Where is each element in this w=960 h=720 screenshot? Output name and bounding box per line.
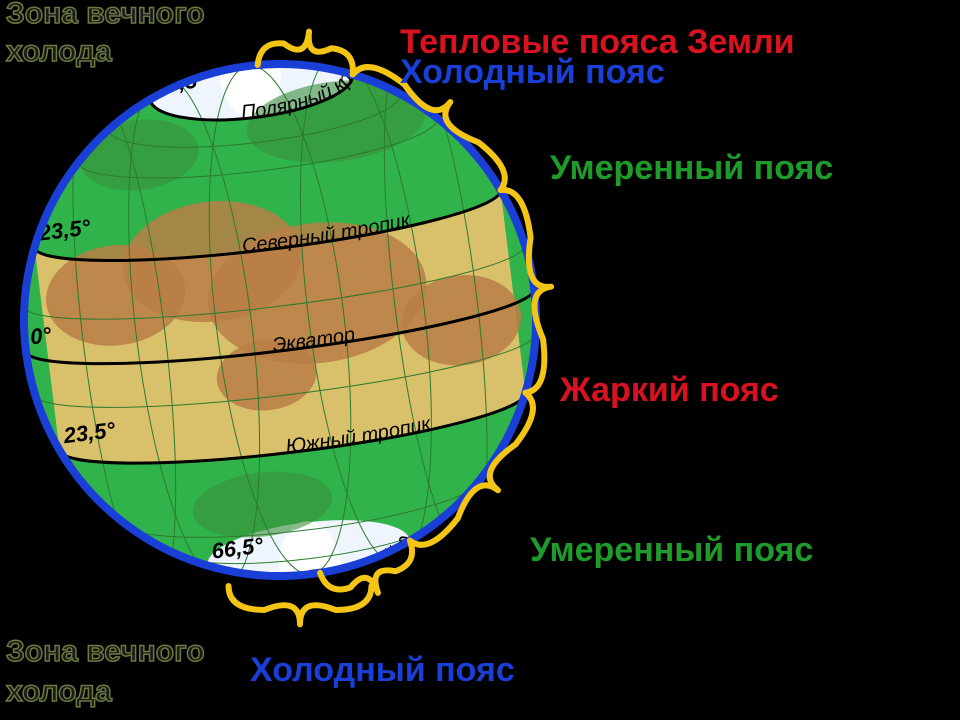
zone-label-temperate-top: Умеренный пояс: [550, 149, 833, 188]
corner-label-top-line2: холода: [6, 35, 112, 69]
globe-svg: 66,5°Полярный круг23,5°Северный тропик0°…: [20, 60, 540, 580]
corner-label-bottom-line1: Зона вечного: [6, 635, 205, 669]
zone-label-hot: Жаркий пояс: [560, 371, 779, 410]
globe: 66,5°Полярный круг23,5°Северный тропик0°…: [20, 60, 540, 580]
zone-label-cold-bottom: Холодный пояс: [250, 651, 515, 690]
zone-label-cold-top: Холодный пояс: [400, 53, 665, 92]
corner-label-bottom-line2: холода: [6, 675, 112, 709]
corner-label-top-line1: Зона вечного: [6, 0, 205, 31]
svg-text:0°: 0°: [29, 322, 53, 349]
zone-label-temperate-bottom: Умеренный пояс: [530, 531, 813, 570]
